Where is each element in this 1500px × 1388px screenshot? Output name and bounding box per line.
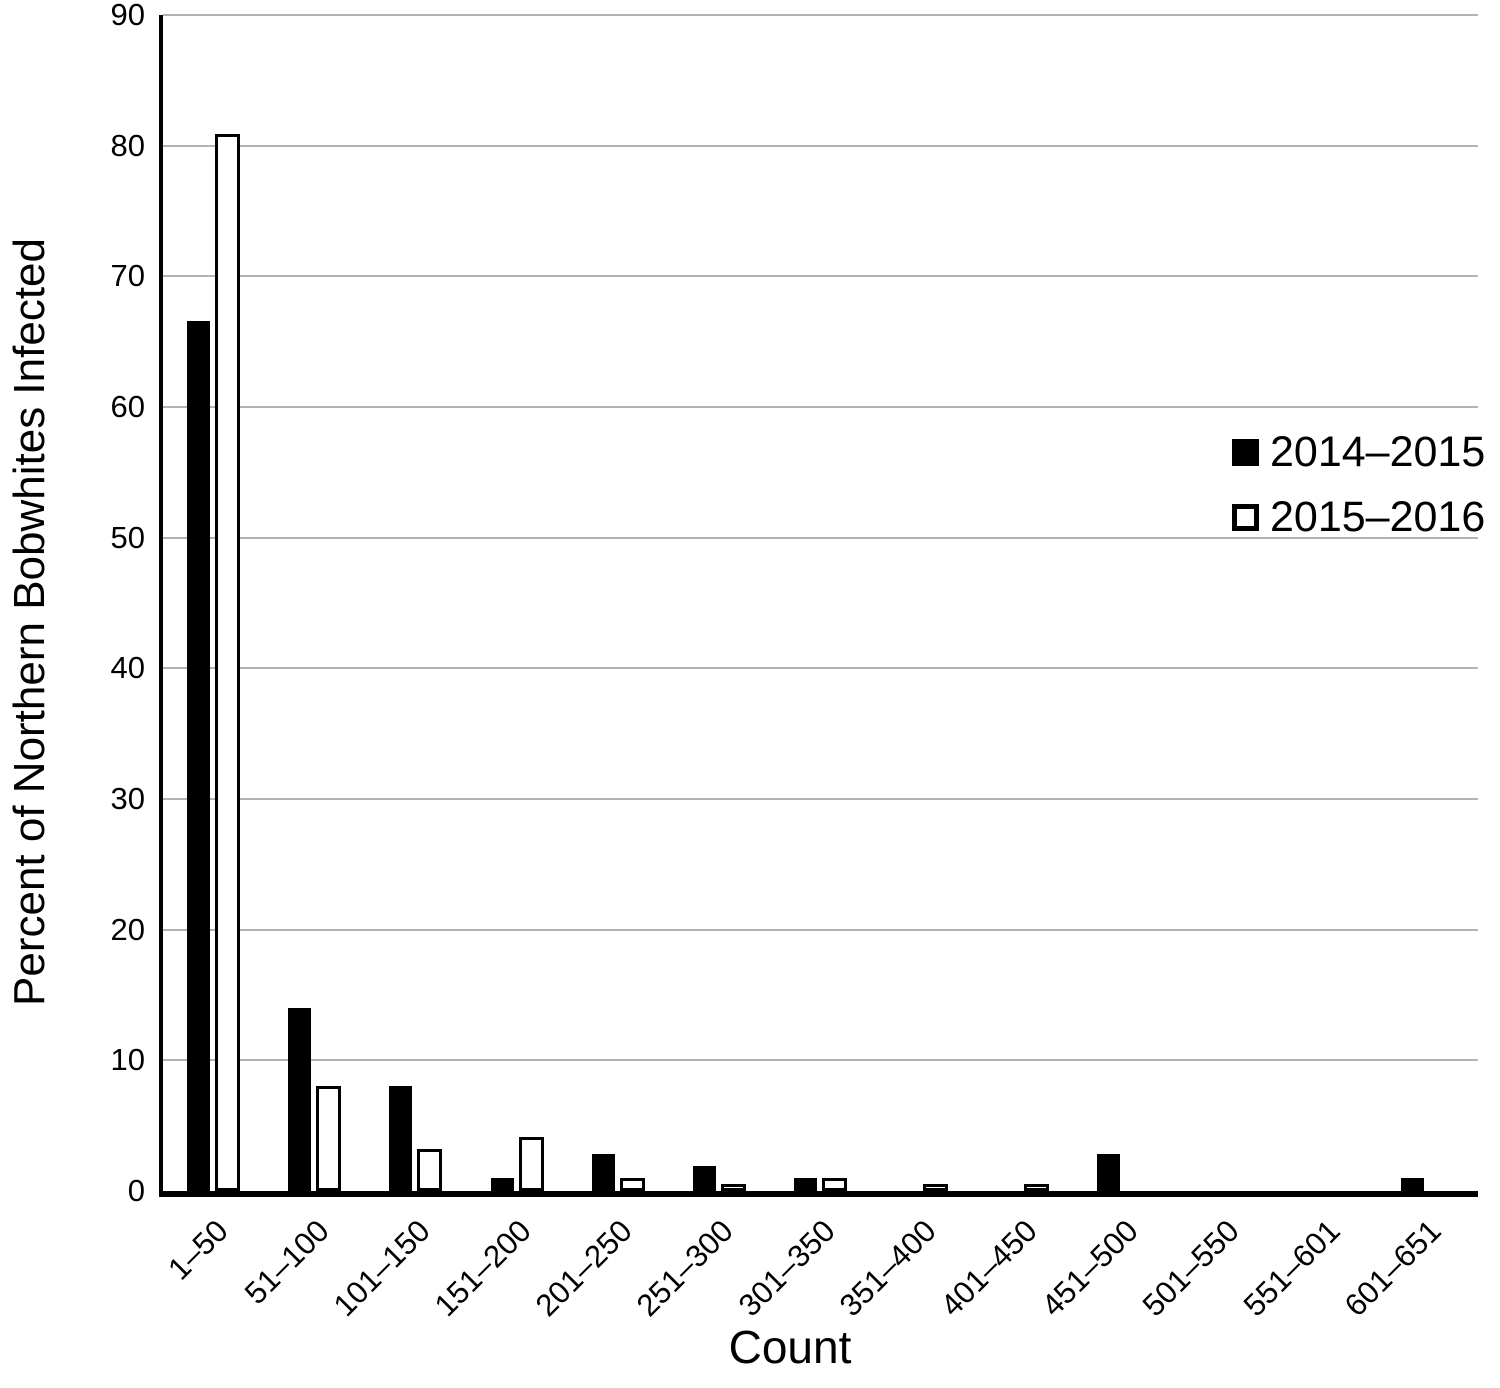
- bar-2015-2016-401-450: [1024, 1184, 1050, 1191]
- bar-slot: [518, 1137, 544, 1191]
- y-tick-label-60: 60: [110, 389, 145, 424]
- bar-slot: [794, 1177, 818, 1191]
- bar-slot: [720, 1184, 746, 1191]
- y-tick-label-80: 80: [110, 127, 145, 163]
- category-column-1-50: [163, 15, 264, 1191]
- bar-slot: [692, 1166, 716, 1191]
- bar-slot: [288, 1008, 312, 1191]
- y-axis-title: Percent of Northern Bobwhites Infected: [5, 238, 54, 1006]
- x-tick-label-101-150: 101–150: [326, 1213, 437, 1324]
- category-column-251-300: [669, 15, 770, 1191]
- bar-slot: [490, 1177, 514, 1191]
- legend-label-2015-2016: 2015–2016: [1270, 493, 1486, 541]
- x-tick-label-601-651: 601–651: [1338, 1213, 1449, 1324]
- x-tick-label-1-50: 1–50: [160, 1213, 235, 1287]
- category-column-101-150: [365, 15, 466, 1191]
- x-tick-label-251-300: 251–300: [630, 1213, 741, 1324]
- category-column-601-651: [1377, 15, 1478, 1191]
- y-tick-label-30: 30: [110, 781, 145, 816]
- bar-slot: [389, 1086, 413, 1191]
- bar-2014-2015-601-651: [1400, 1177, 1424, 1191]
- legend-label-2014-2015: 2014–2015: [1270, 428, 1486, 476]
- y-tick-label-90: 90: [110, 0, 145, 32]
- bar-2015-2016-1-50: [215, 133, 241, 1191]
- bar-slot: [591, 1154, 615, 1191]
- y-tick-label-70: 70: [110, 258, 145, 294]
- bar-slot: [1097, 1154, 1121, 1191]
- gridline-80: [163, 144, 1478, 147]
- legend-entry-2014-2015: 2014–2015: [1232, 428, 1485, 476]
- bar-2015-2016-151-200: [518, 1137, 544, 1191]
- category-column-501-550: [1175, 15, 1276, 1191]
- bar-2015-2016-51-100: [316, 1086, 342, 1191]
- gridline-40: [163, 667, 1478, 670]
- legend-entry-2015-2016: 2015–2016: [1232, 493, 1485, 541]
- bar-slot: [215, 133, 241, 1191]
- x-tick-label-351-400: 351–400: [832, 1213, 943, 1324]
- legend-swatch-2015-2016: [1232, 503, 1259, 531]
- x-tick-label-151-200: 151–200: [427, 1213, 538, 1324]
- bar-2014-2015-251-300: [692, 1166, 716, 1191]
- bar-2014-2015-201-250: [591, 1154, 615, 1191]
- category-column-551-601: [1276, 15, 1377, 1191]
- bar-slot: [923, 1184, 949, 1191]
- y-tick-label-50: 50: [110, 519, 145, 555]
- category-column-201-250: [568, 15, 669, 1191]
- bar-2015-2016-251-300: [720, 1184, 746, 1191]
- bar-2014-2015-301-350: [794, 1177, 818, 1191]
- bar-2015-2016-201-250: [619, 1177, 645, 1191]
- bar-2014-2015-451-500: [1097, 1154, 1121, 1191]
- bars-container: [163, 15, 1478, 1191]
- category-column-301-350: [770, 15, 871, 1191]
- legend: 2014–2015 2015–2016: [1232, 428, 1485, 541]
- gridline-70: [163, 275, 1478, 278]
- bar-2014-2015-1-50: [187, 320, 211, 1191]
- category-column-51-100: [264, 15, 365, 1191]
- y-tick-label-10: 10: [110, 1042, 145, 1078]
- legend-swatch-2014-2015: [1232, 438, 1259, 466]
- bar-slot: [417, 1149, 443, 1191]
- gridline-20: [163, 928, 1478, 931]
- x-tick-label-201-250: 201–250: [528, 1213, 639, 1324]
- bar-2015-2016-101-150: [417, 1149, 443, 1191]
- gridline-60: [163, 406, 1478, 408]
- category-column-351-400: [871, 15, 972, 1191]
- bar-2015-2016-351-400: [923, 1184, 949, 1191]
- gridline-90: [163, 14, 1478, 16]
- x-axis-title: Count: [728, 1321, 852, 1373]
- x-tick-label-301-350: 301–350: [731, 1213, 842, 1324]
- bar-slot: [316, 1086, 342, 1191]
- x-tick-label-51-100: 51–100: [237, 1213, 336, 1311]
- y-tick-label-0: 0: [127, 1173, 145, 1208]
- bar-slot: [822, 1177, 848, 1191]
- bar-slot: [1400, 1177, 1424, 1191]
- bar-slot: [1024, 1184, 1050, 1191]
- x-tick-label-501-550: 501–550: [1135, 1213, 1246, 1324]
- y-tick-label-40: 40: [110, 650, 145, 686]
- bar-2015-2016-301-350: [822, 1177, 848, 1191]
- gridline-30: [163, 798, 1478, 800]
- plot-area: [159, 14, 1478, 1197]
- gridline-50: [163, 536, 1478, 539]
- category-column-151-200: [466, 15, 567, 1191]
- bar-2014-2015-101-150: [389, 1086, 413, 1191]
- x-tick-label-401-450: 401–450: [933, 1213, 1044, 1324]
- category-column-451-500: [1073, 15, 1174, 1191]
- x-tick-label-551-601: 551–601: [1236, 1213, 1348, 1324]
- gridline-10: [163, 1059, 1478, 1062]
- bar-2014-2015-151-200: [490, 1177, 514, 1191]
- bar-2014-2015-51-100: [288, 1008, 312, 1191]
- x-tick-label-451-500: 451–500: [1034, 1213, 1145, 1324]
- bar-slot: [187, 320, 211, 1191]
- y-tick-label-20: 20: [110, 911, 145, 947]
- category-column-401-450: [972, 15, 1073, 1191]
- bar-slot: [619, 1177, 645, 1191]
